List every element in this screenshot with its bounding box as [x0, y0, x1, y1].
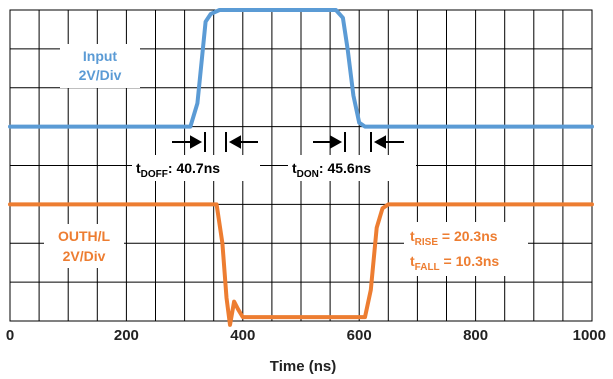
x-tick-label: 1000: [573, 327, 606, 344]
tdon-label: tDON: 45.6ns: [292, 160, 371, 180]
tdoff-label: tDOFF: 40.7ns: [136, 160, 220, 180]
x-tick-label: 600: [347, 327, 372, 344]
output-trace: [8, 202, 594, 327]
x-axis-title: Time (ns): [270, 358, 336, 375]
tdon-arrows: [313, 132, 404, 152]
traces: [8, 8, 594, 327]
outh-label-line2: 2V/Div: [63, 248, 106, 264]
input-label-line1: Input: [83, 48, 118, 64]
tdoff-arrows: [172, 132, 258, 152]
trise-label: tRISE = 20.3ns: [410, 228, 498, 248]
input-trace: [8, 8, 594, 129]
input-label-bg: [60, 44, 140, 88]
x-tick-label: 0: [6, 327, 14, 344]
input-label-line2: 2V/Div: [79, 67, 122, 83]
x-tick-labels: 0 200 400 600 800 1000: [6, 327, 606, 344]
tdoff-label-bg: [132, 155, 260, 181]
outh-label-bg: [44, 224, 124, 268]
x-tick-label: 400: [230, 327, 255, 344]
outh-label-line1: OUTH/L: [58, 228, 111, 244]
tdon-label-bg: [288, 155, 416, 181]
tfall-label: tFALL = 10.3ns: [410, 253, 499, 273]
x-tick-label: 800: [463, 327, 488, 344]
x-tick-label: 200: [114, 327, 139, 344]
timing-label-bg: [404, 222, 528, 276]
